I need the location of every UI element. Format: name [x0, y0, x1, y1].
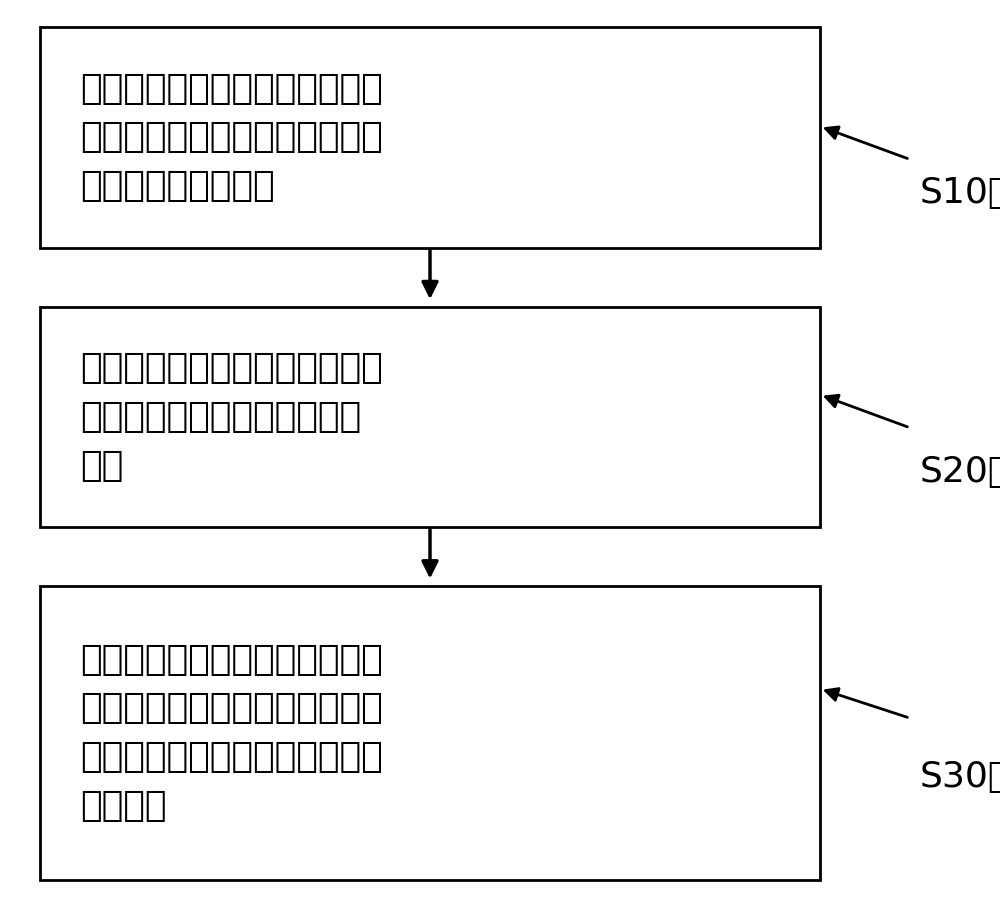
Bar: [40, 307, 820, 527]
Text: 对光伏背板基体的至少一个表面
进行预处理，提高光伏背板基体
在该表面的达固值；: 对光伏背板基体的至少一个表面 进行预处理，提高光伏背板基体 在该表面的达固值；: [80, 72, 383, 203]
Text: 通过固化工艺使得防护涂料完成
固化，得到成型在光伏背板基体
表面的防护涂层，得到纤维基光
伏背板。: 通过固化工艺使得防护涂料完成 固化，得到成型在光伏背板基体 表面的防护涂层，得到…: [80, 642, 383, 824]
Text: S10）: S10）: [920, 176, 1000, 210]
Text: 通过涂覆工艺在经预处理后的光
伏背板基体表面上涂覆防护涂
料；: 通过涂覆工艺在经预处理后的光 伏背板基体表面上涂覆防护涂 料；: [80, 351, 383, 483]
Bar: [40, 27, 820, 248]
Text: S30）: S30）: [920, 760, 1000, 794]
Bar: [40, 586, 820, 880]
Text: S20）: S20）: [920, 455, 1000, 489]
